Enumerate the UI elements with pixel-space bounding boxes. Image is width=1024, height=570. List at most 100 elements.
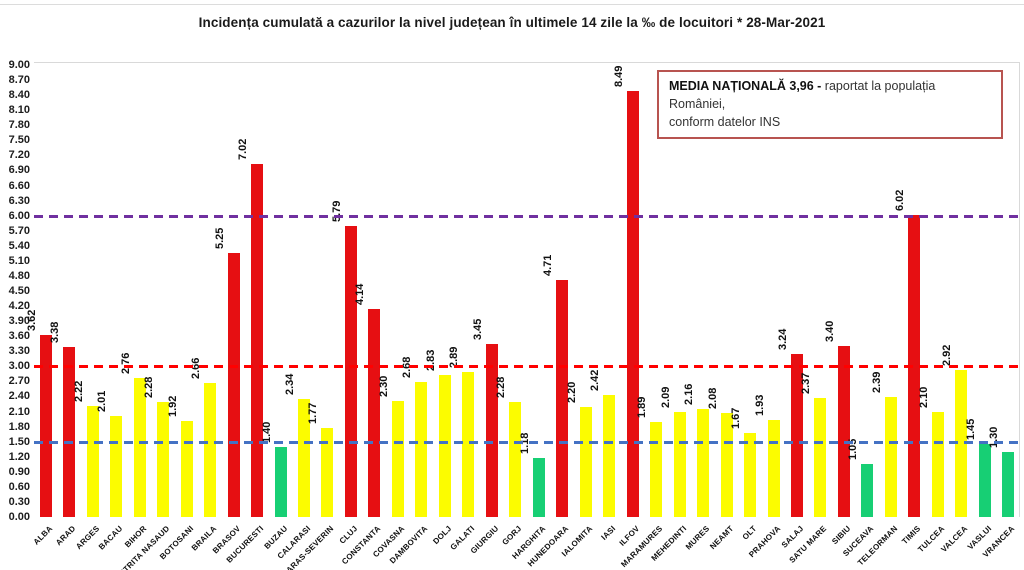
y-tick-label: 3.60 (8, 330, 30, 343)
y-tick-label: 0.90 (8, 465, 30, 478)
bar-value-label: 2.34 (283, 374, 296, 396)
bar-value-label: 1.40 (260, 421, 273, 443)
bar (579, 406, 592, 517)
y-tick-label: 8.10 (8, 104, 30, 117)
plot-frame (34, 62, 1020, 517)
bar (556, 280, 569, 517)
chart-title: Incidența cumulată a cazurilor la nivel … (198, 15, 826, 30)
bar (297, 399, 310, 517)
bar (110, 416, 123, 517)
national-average-value: MEDIA NAȚIONALĂ 3,96 - (669, 79, 822, 93)
y-tick-label: 2.40 (8, 390, 30, 403)
y-tick-label: 4.80 (8, 269, 30, 282)
bar (603, 395, 616, 517)
top-divider (0, 4, 1024, 5)
bar (415, 382, 428, 517)
bar-value-label: 2.01 (96, 390, 109, 413)
bar (462, 371, 475, 517)
x-category-label: ALBA (31, 524, 55, 547)
bar (321, 428, 334, 517)
y-tick-label: 6.30 (8, 194, 30, 207)
bar (63, 347, 76, 517)
y-tick-label: 4.20 (8, 300, 30, 313)
y-tick-label: 7.80 (8, 119, 30, 132)
y-tick-label: 0.30 (8, 495, 30, 508)
bar (650, 422, 663, 517)
bar (884, 396, 897, 517)
bar-value-label: 2.09 (659, 386, 672, 409)
bar-value-label: 1.77 (307, 402, 320, 425)
y-tick-label: 7.50 (8, 134, 30, 147)
y-tick-label: 4.50 (8, 285, 30, 297)
bar (509, 402, 522, 517)
bar (861, 464, 874, 517)
y-tick-label: 8.70 (8, 74, 30, 87)
bar-value-label: 1.45 (964, 418, 977, 441)
bar-value-label: 2.76 (119, 352, 132, 375)
bar-value-label: 5.25 (213, 227, 226, 250)
reference-line-3.00 (34, 365, 1020, 369)
bar (180, 420, 193, 517)
bar-value-label: 7.02 (237, 139, 250, 161)
y-tick-label: 3.90 (8, 315, 30, 328)
bar (438, 374, 451, 517)
bar-value-label: 2.08 (706, 387, 719, 409)
bar (767, 420, 780, 517)
y-tick-label: 9.00 (8, 59, 30, 71)
bar (274, 446, 287, 517)
national-average-text: raportat la populația României, (669, 79, 936, 112)
bar-value-label: 2.42 (589, 370, 602, 392)
bar-value-label: 2.30 (377, 376, 390, 398)
bar (157, 402, 170, 517)
bar-value-label: 3.62 (25, 309, 38, 332)
bar (227, 253, 240, 517)
y-tick-label: 0.00 (8, 511, 30, 523)
bar (744, 433, 757, 517)
bar-value-label: 1.30 (988, 426, 1001, 448)
bar (391, 401, 404, 517)
bar-value-label: 8.49 (612, 65, 625, 87)
bar (720, 412, 733, 517)
y-tick-label: 2.10 (8, 405, 30, 418)
y-tick-label: 2.70 (8, 375, 30, 388)
bar-value-label: 4.14 (354, 283, 367, 306)
y-tick-label: 3.00 (8, 360, 30, 373)
national-average-note: MEDIA NAȚIONALĂ 3,96 - raportat la popul… (657, 70, 1003, 140)
reference-line-6.00 (34, 214, 1020, 218)
bar-value-label: 1.92 (166, 395, 179, 417)
national-average-line2: conform datelor INS (669, 115, 781, 130)
bar-value-label: 2.92 (941, 344, 954, 367)
bar-value-label: 3.38 (49, 321, 62, 344)
bar (368, 309, 381, 517)
bar-value-label: 1.93 (753, 394, 766, 417)
y-tick-label: 1.80 (8, 420, 30, 433)
bar (673, 412, 686, 517)
bar-value-label: 1.89 (636, 396, 649, 419)
bar (978, 444, 991, 517)
y-tick-label: 3.30 (8, 345, 30, 358)
bar (697, 408, 710, 517)
y-tick-label: 6.60 (8, 179, 30, 192)
bar-value-label: 2.28 (495, 377, 508, 399)
bar (344, 226, 357, 517)
bar-value-label: 2.39 (870, 371, 883, 393)
bar-value-label: 2.66 (190, 357, 203, 380)
bar (931, 411, 944, 517)
bar-value-label: 3.45 (471, 318, 484, 340)
reference-line-1.50 (34, 440, 1020, 444)
bar (814, 397, 827, 517)
y-tick-label: 5.40 (8, 239, 30, 252)
bar-value-label: 2.22 (72, 380, 85, 402)
bar (204, 383, 217, 517)
bar (790, 354, 803, 517)
bar (1002, 451, 1015, 517)
bar (955, 370, 968, 517)
bar (626, 90, 639, 517)
bar-value-label: 4.71 (542, 255, 555, 277)
bar (837, 346, 850, 517)
bar-value-label: 1.67 (730, 407, 743, 430)
y-tick-label: 5.70 (8, 224, 30, 237)
bar-value-label: 3.24 (776, 328, 789, 351)
